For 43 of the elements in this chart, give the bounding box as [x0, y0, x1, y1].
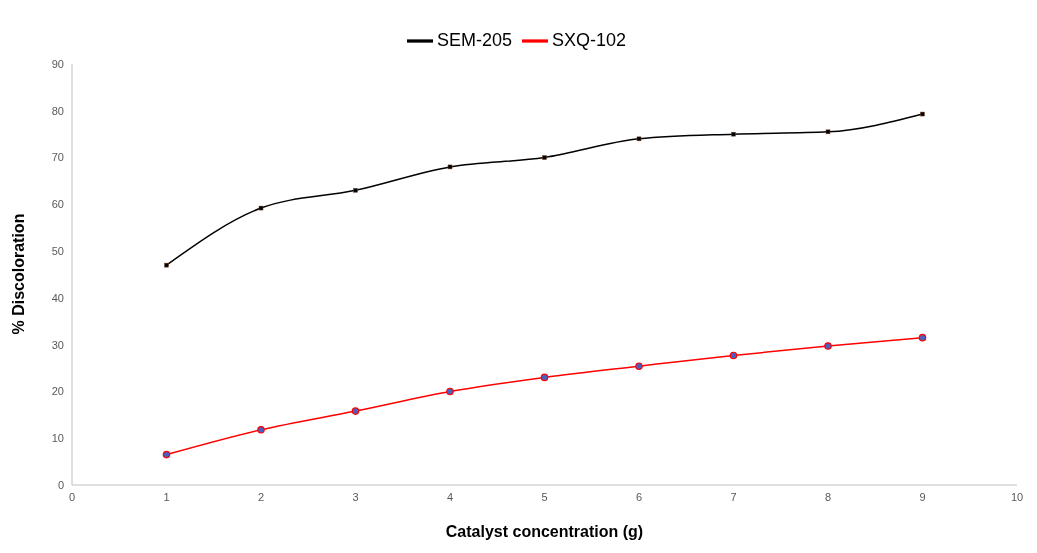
x-tick-label: 9 [919, 490, 926, 503]
point [825, 129, 831, 135]
point [446, 387, 454, 396]
x-tick-label: 7 [730, 490, 737, 503]
point [353, 188, 358, 193]
point [920, 111, 925, 117]
point [729, 351, 738, 360]
point [636, 136, 642, 142]
y-tick-label: 70 [51, 151, 64, 164]
x-axis-title: Catalyst concentration (g) [445, 523, 644, 540]
y-tick-label: 40 [51, 291, 64, 304]
y-tick-label: 30 [51, 338, 64, 351]
y-tick-label: 20 [51, 385, 64, 398]
point [635, 362, 643, 370]
x-tick-label: 5 [541, 490, 548, 503]
y-tick-label: 10 [51, 432, 64, 445]
x-tick-label: 3 [352, 490, 359, 503]
x-tick-label: 6 [635, 490, 643, 503]
x-tick-label: 10 [1010, 490, 1024, 503]
point [731, 131, 736, 137]
x-tick-label: 0 [68, 490, 76, 503]
point [162, 450, 171, 459]
point [447, 164, 453, 170]
point [257, 426, 265, 434]
point [351, 407, 360, 415]
x-tick-label: 1 [163, 490, 170, 503]
point [824, 342, 832, 350]
y-tick-label: 50 [51, 245, 64, 258]
point [542, 155, 547, 160]
legend-label: SEM-205 [436, 29, 512, 50]
point [540, 373, 549, 382]
point [164, 262, 169, 268]
x-tick-label: 2 [257, 490, 265, 503]
y-axis-title: % Discoloration [9, 213, 27, 335]
y-tick-label: 90 [51, 57, 64, 70]
legend-label: SXQ-102 [552, 29, 627, 50]
point [258, 205, 264, 211]
y-tick-label: 80 [51, 104, 64, 117]
x-tick-label: 8 [824, 490, 832, 503]
x-tick-label: 4 [446, 490, 454, 503]
y-tick-label: 60 [51, 198, 64, 211]
y-tick-label: 0 [57, 478, 64, 491]
point [918, 333, 927, 342]
